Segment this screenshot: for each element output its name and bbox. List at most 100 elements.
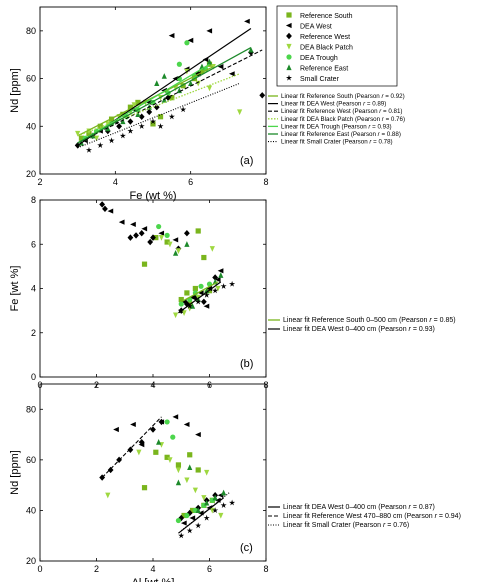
point-reference-south-b [141,261,148,267]
point-reference-south-c [195,467,201,473]
point-small-crater-c [203,514,210,521]
y-tick-label-b: 8 [31,195,36,205]
point-reference-west-a [116,123,122,130]
fit-line-1-b [178,281,222,314]
legend-label-dea-trough: DEA Trough [300,55,338,62]
points-c [99,414,236,539]
panel-a: 2 4 6 8 20 40 60 80 (a) Fe (wt %) Nd [ppm] [9,6,269,202]
point-reference-east-a [120,118,126,125]
plot-frame-c [39,383,267,562]
point-reference-south-a [78,135,85,141]
point-reference-east-b [189,303,196,309]
y-tick-label-a: 20 [26,169,36,179]
points-b [99,201,236,319]
point-dea-black-patch-b [209,246,215,252]
point-reference-south-a [135,99,141,106]
legend-label-dea-west: DEA West [300,24,332,31]
point-reference-south-a [157,114,164,120]
point-reference-east-c [175,479,182,486]
point-small-crater-a [108,137,115,144]
point-dea-west-a [206,28,213,34]
point-small-crater-a [119,132,126,139]
legend-marker-reference-east [286,64,292,71]
point-dea-west-c [180,520,187,526]
point-reference-south-c [181,512,187,519]
point-reference-west-b [133,232,139,239]
point-dea-west-b [141,226,148,232]
point-reference-west-b [99,201,106,208]
point-reference-south-c [153,449,159,455]
point-reference-west-c [127,446,134,453]
point-dea-west-c [172,414,179,420]
legend-label-reference-west: Reference West [300,34,350,41]
point-reference-west-a [165,94,171,101]
y-tick-label-c: 80 [26,404,36,414]
point-reference-south-a [127,104,133,110]
point-reference-west-a [127,118,134,125]
point-reference-south-b [201,254,207,261]
point-small-crater-c [212,507,219,514]
point-small-crater-c [186,527,193,534]
point-small-crater-b [186,303,193,309]
point-dea-trough-c [170,434,176,440]
legend-label-dea-black-patch: DEA Black Patch [300,45,353,52]
fit-legend-label-1-a: Linear fit DEA West (Pearson r = 0.89) [281,101,386,108]
point-dea-west-a [161,87,167,94]
point-dea-west-c [113,426,119,433]
y-axis-label-a: Nd [ppm] [9,68,21,113]
panel-c: 0 2 4 6 8 20 40 60 80 (c) Al [wt %] Nd [ppm] [9,383,269,582]
fit-legend-label-1-c: Linear fit Reference West 470–880 cm (Pe… [283,513,461,520]
point-dea-west-c [189,515,196,521]
point-reference-south-b [164,239,170,245]
point-reference-west-a [138,113,145,120]
point-reference-east-a [154,80,160,86]
point-dea-black-patch-b [215,285,221,292]
point-reference-west-c [107,466,114,474]
point-reference-west-b [147,238,154,246]
panel-b: 0246802468(b)Fe [wt %] [9,195,269,390]
point-dea-west-a [187,37,194,43]
fit-legend-label-5-a: Linear fit Reference East (Pearson r = 0… [281,131,401,138]
point-reference-south-c [141,485,148,491]
point-reference-west-c [138,438,145,446]
point-dea-west-a [229,71,235,77]
point-dea-west-c [195,431,201,438]
point-dea-black-patch-a [237,109,243,116]
point-dea-black-patch-b [175,248,182,254]
point-reference-east-a [105,125,111,132]
point-small-crater-c [195,522,202,529]
point-reference-east-a [161,73,167,79]
x-tick-label-a: 8 [263,177,268,187]
point-small-crater-a [127,127,134,134]
point-dea-west-b [197,290,204,296]
point-dea-west-a [172,75,179,82]
x-tick-label-c: 4 [150,564,155,574]
legend-marker-dea-west [285,22,292,29]
point-dea-west-a [168,33,175,39]
x-axis-label-a: Fe (wt %) [129,190,176,202]
point-dea-black-patch-c [209,507,215,514]
fit-line-6-a [77,82,240,149]
point-dea-black-patch-a [75,130,81,137]
fit-line-0-a [77,66,214,137]
y-tick-label-a: 60 [26,74,36,84]
point-dea-west-a [244,18,250,24]
legend-label-reference-south: Reference South [300,13,353,20]
point-dea-black-patch-a [206,85,213,92]
point-reference-south-c [187,452,193,458]
point-small-crater-c [229,499,236,506]
fit-line-4-a [77,63,210,144]
point-reference-east-a [135,111,141,117]
point-dea-west-b [107,208,114,214]
point-dea-black-patch-b [167,241,173,248]
point-reference-south-a [97,123,103,129]
point-dea-black-patch-c [201,495,207,501]
x-tick-label-a: 2 [37,177,42,187]
y-tick-label-c: 40 [26,505,36,515]
point-reference-south-c [175,462,182,468]
y-tick-label-b: 0 [31,372,36,382]
fit-legend-c: Linear fit DEA West 0–400 cm (Pearson r … [268,504,461,529]
fit-legend-label-2-a: Linear fit Reference West (Pearson r = 0… [281,108,402,115]
y-tick-label-b: 2 [31,328,36,338]
fit-legend-label-3-a: Linear fit DEA Black Patch (Pearson r = … [281,116,405,123]
